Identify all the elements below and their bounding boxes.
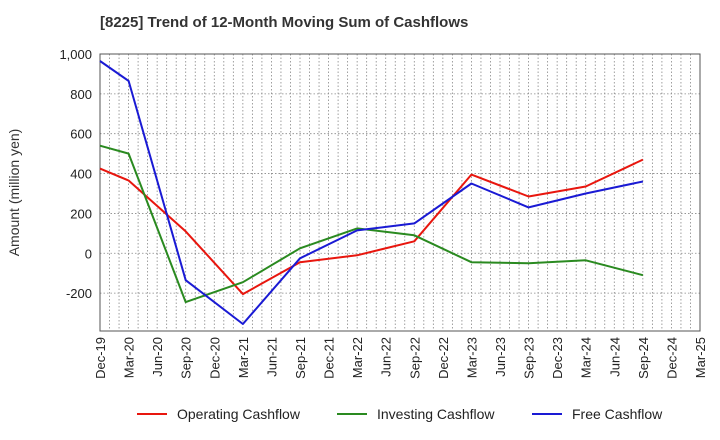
y-tick-label: -200	[66, 286, 92, 301]
x-tick-label: Mar-25	[693, 337, 708, 378]
y-tick-label: 400	[70, 167, 92, 182]
x-tick-label: Jun-22	[379, 337, 394, 377]
x-tick-label: Dec-23	[550, 337, 565, 379]
series-line-investing-cashflow	[99, 144, 644, 304]
x-tick-label: Sep-22	[407, 337, 422, 379]
legend-entry: Operating Cashflow	[177, 406, 301, 422]
y-tick-label: 1,000	[59, 47, 92, 62]
y-tick-label: 200	[70, 206, 92, 221]
y-tick-label: 800	[70, 87, 92, 102]
x-tick-label: Mar-21	[236, 337, 251, 378]
x-tick-label: Jun-20	[150, 337, 165, 377]
x-tick-label: Mar-20	[122, 337, 137, 378]
x-tick-label: Jun-24	[607, 337, 622, 377]
x-tick-label: Sep-24	[636, 337, 651, 379]
x-tick-label: Dec-19	[93, 337, 108, 379]
y-tick-label: 0	[85, 246, 92, 261]
x-tick-label: Jun-21	[264, 337, 279, 377]
plot-border	[99, 53, 701, 332]
y-axis-label: Amount (million yen)	[6, 129, 22, 257]
legend-entry: Free Cashflow	[572, 406, 663, 422]
x-tick-label: Mar-24	[579, 337, 594, 378]
x-tick-label: Jun-23	[493, 337, 508, 377]
x-tick-label: Mar-23	[464, 337, 479, 378]
x-tick-label: Sep-23	[522, 337, 537, 379]
x-tick-label: Dec-24	[664, 337, 679, 379]
x-tick-label: Dec-20	[207, 337, 222, 379]
x-tick-label: Dec-21	[322, 337, 337, 379]
x-tick-label: Mar-22	[350, 337, 365, 378]
x-tick-label: Sep-21	[293, 337, 308, 379]
x-tick-label: Dec-22	[436, 337, 451, 379]
series-line-operating-cashflow	[99, 158, 644, 296]
legend-entry: Investing Cashflow	[377, 406, 495, 422]
chart-title: [8225] Trend of 12-Month Moving Sum of C…	[100, 14, 469, 31]
series-line-free-cashflow	[99, 60, 644, 325]
x-tick-label: Sep-20	[179, 337, 194, 379]
y-tick-label: 600	[70, 127, 92, 142]
